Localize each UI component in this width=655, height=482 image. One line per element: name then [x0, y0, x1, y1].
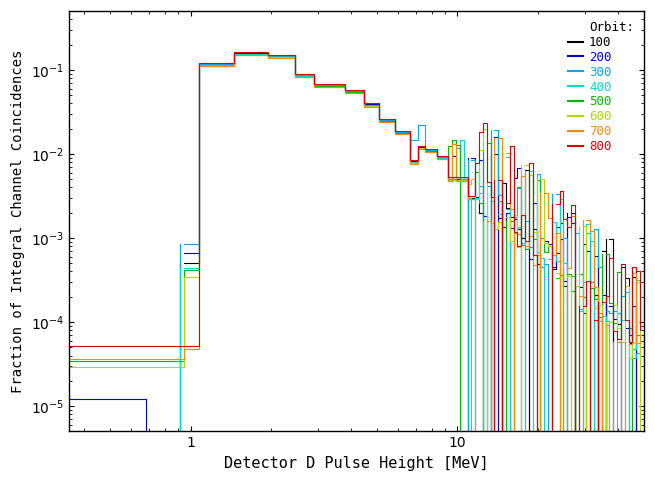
X-axis label: Detector D Pulse Height [MeV]: Detector D Pulse Height [MeV]	[224, 456, 489, 471]
Legend: Orbit:, 100, 200, 300, 400, 500, 600, 700, 800: Orbit:, 100, 200, 300, 400, 500, 600, 70…	[564, 17, 637, 157]
Y-axis label: Fraction of Integral Channel Coincidences: Fraction of Integral Channel Coincidence…	[11, 50, 25, 393]
